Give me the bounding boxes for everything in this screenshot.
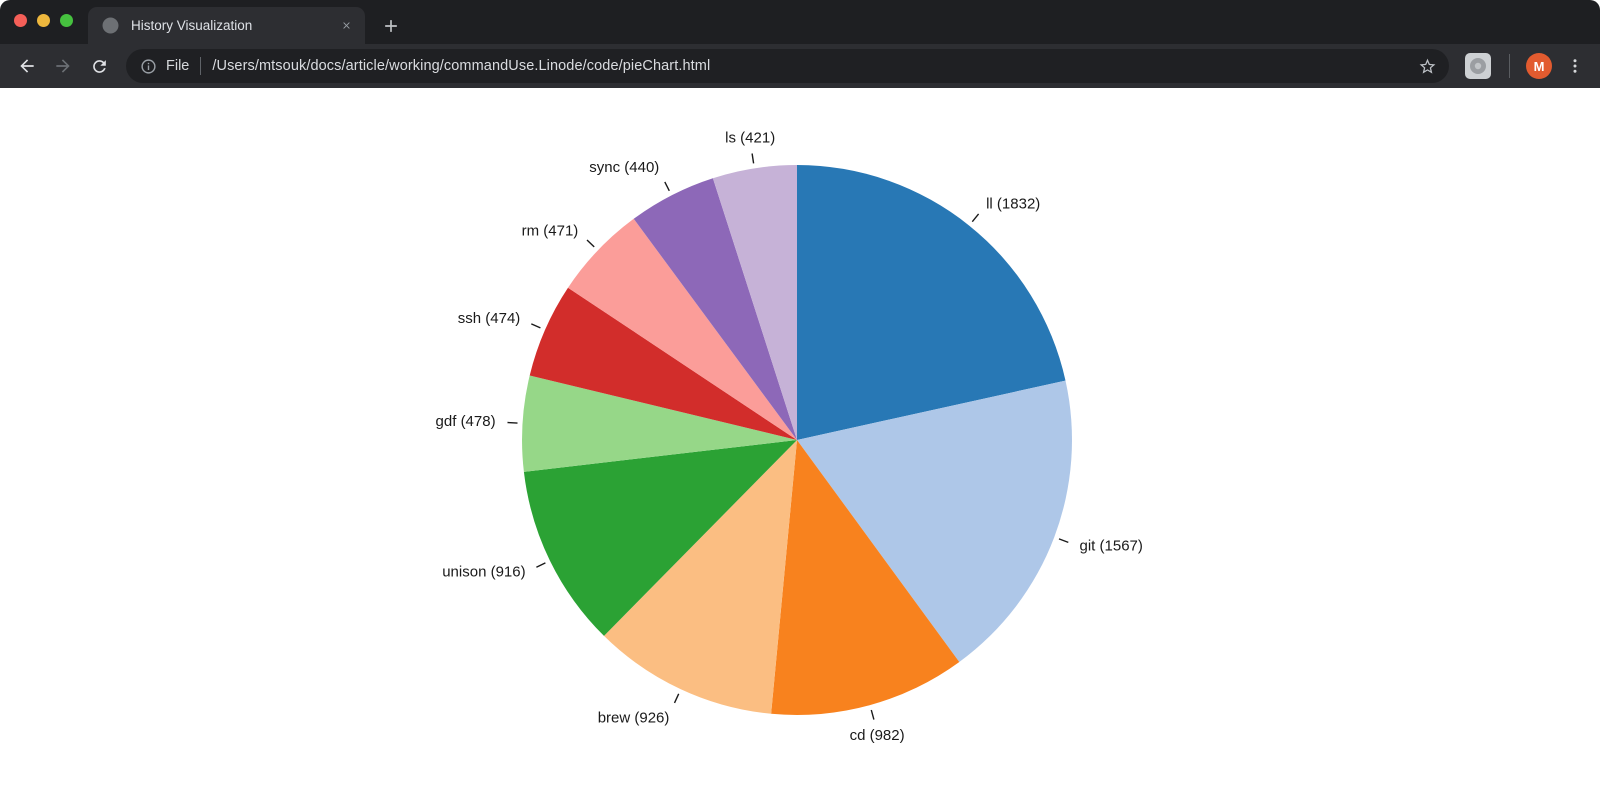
label-tick-brew (673, 693, 680, 704)
reload-icon (92, 59, 106, 73)
tab-title: History Visualization (131, 18, 253, 33)
browser-menu-button[interactable] (1560, 51, 1590, 81)
pie-slice-git (797, 380, 1072, 662)
pie-label-ssh: ssh (474) (458, 310, 521, 327)
new-tab-button[interactable] (378, 13, 404, 39)
label-tick-ls (751, 153, 755, 164)
url-separator (200, 57, 202, 75)
profile-avatar[interactable]: M (1526, 53, 1552, 79)
forward-arrow-icon (56, 59, 70, 73)
reload-button[interactable] (82, 49, 116, 83)
pie-label-cd: cd (982) (850, 727, 905, 744)
browser-tab[interactable]: History Visualization (88, 7, 365, 44)
pie-chart-svg: ll (1832) git (1567) cd (982) brew (926) uni… (436, 130, 1143, 745)
pie-label-rm: rm (471) (522, 223, 579, 240)
pie-label-unison: unison (916) (442, 564, 525, 581)
pie-label-ls: ls (421) (725, 130, 775, 147)
label-tick-ll (971, 213, 980, 223)
pie-slice-gdf (522, 375, 797, 472)
label-tick-cd (870, 709, 875, 720)
info-icon[interactable] (140, 58, 157, 75)
extension-button[interactable] (1465, 53, 1491, 79)
extension-icon (1470, 58, 1486, 74)
pie-label-ll: ll (1832) (986, 195, 1040, 212)
page-content: ll (1832) git (1567) cd (982) brew (926) uni… (0, 88, 1600, 793)
window-zoom-button[interactable] (60, 14, 73, 27)
pie-label-brew: brew (926) (598, 710, 670, 727)
plus-icon (385, 20, 397, 32)
window-close-button[interactable] (14, 14, 27, 27)
window-minimize-button[interactable] (37, 14, 50, 27)
pie-slice-ll (797, 165, 1066, 440)
pie-label-gdf: gdf (478) (436, 413, 496, 430)
kebab-menu-icon (1573, 59, 1577, 73)
tab-strip: History Visualization (0, 0, 1600, 44)
label-tick-rm (586, 239, 595, 248)
url-text[interactable]: /Users/mtsouk/docs/article/working/comma… (212, 58, 711, 74)
label-tick-unison (536, 562, 546, 568)
pie-slice-unison (523, 440, 797, 636)
address-bar[interactable]: File /Users/mtsouk/docs/article/working/… (126, 49, 1449, 83)
back-arrow-icon (20, 59, 34, 73)
label-tick-sync (664, 181, 670, 192)
pie-slice-brew (604, 440, 797, 714)
pie-slice-ssh (529, 287, 797, 440)
back-button[interactable] (10, 49, 44, 83)
pie-slice-sync (633, 178, 797, 440)
label-tick-gdf (507, 421, 518, 424)
tab-favicon-icon (102, 17, 119, 34)
browser-toolbar: File /Users/mtsouk/docs/article/working/… (0, 44, 1600, 88)
bookmark-button[interactable] (1418, 57, 1437, 76)
label-tick-ssh (531, 323, 541, 329)
forward-button[interactable] (46, 49, 80, 83)
window-controls (14, 14, 73, 27)
pie-slice-rm (568, 218, 797, 440)
star-icon (1419, 58, 1436, 74)
label-tick-git (1058, 538, 1069, 544)
tab-close-icon[interactable] (338, 17, 355, 34)
pie-label-sync: sync (440) (589, 159, 659, 176)
toolbar-divider (1509, 54, 1510, 78)
pie-slice-cd (771, 440, 960, 716)
url-scheme-label: File (166, 58, 190, 74)
pie-slice-ls (712, 165, 797, 440)
pie-label-git: git (1567) (1080, 538, 1143, 555)
